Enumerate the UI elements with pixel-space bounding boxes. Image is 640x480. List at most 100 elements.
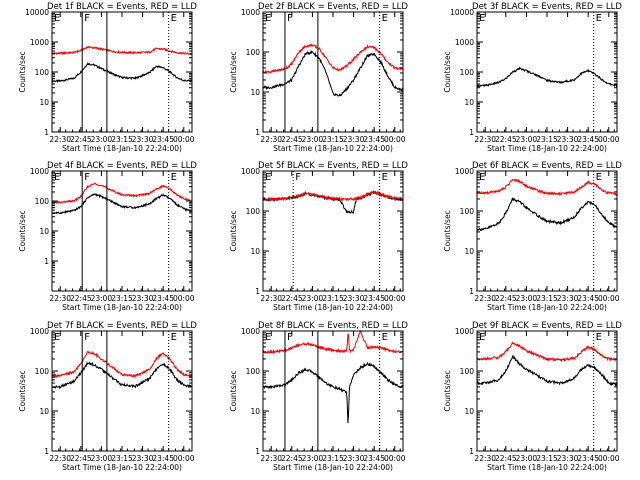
y-tick-label: 1000 — [455, 38, 474, 47]
y-tick-label: 1 — [469, 447, 474, 456]
panel-title: Det 3f BLACK = Events, RED = LLD — [472, 2, 622, 12]
x-tick-label: 22:45 — [281, 294, 303, 303]
x-tick-label: 23:30 — [343, 454, 365, 463]
marker-label-e: E — [382, 172, 388, 183]
panel-title: Det 1f BLACK = Events, RED = LLD — [47, 2, 197, 12]
panel-title: Det 2f BLACK = Events, RED = LLD — [258, 2, 408, 12]
x-tick-label: 00:00 — [384, 135, 406, 144]
marker-label-e: E — [596, 172, 602, 183]
x-tick-label: 23:15 — [111, 135, 133, 144]
marker-label-f: F — [295, 172, 301, 183]
marker-label-e: E — [479, 332, 485, 343]
y-tick-label: 100 — [246, 48, 261, 57]
marker-label-e: E — [54, 172, 60, 183]
x-axis-label: Start Time (18-Jan-10 22:24:00) — [487, 144, 607, 153]
panel-title: Det 6f BLACK = Events, RED = LLD — [472, 161, 622, 171]
series-line-events — [51, 61, 193, 84]
x-tick-label: 22:45 — [281, 135, 303, 144]
marker-label-e: E — [479, 13, 485, 24]
series-line-lld — [262, 43, 404, 75]
x-tick-label: 23:00 — [516, 135, 538, 144]
y-tick-label: 10 — [464, 407, 474, 416]
x-tick-label: 22:30 — [260, 135, 282, 144]
plot-frame — [476, 11, 618, 133]
x-axis-label: Start Time (18-Jan-10 22:24:00) — [273, 463, 393, 472]
x-tick-label: 22:45 — [495, 454, 517, 463]
marker-label-e: E — [596, 13, 602, 24]
marker-label-f: F — [84, 332, 90, 343]
y-axis-label: Counts/sec — [229, 210, 238, 251]
x-tick-label: 00:00 — [384, 454, 406, 463]
y-axis-label: Counts/sec — [18, 51, 27, 92]
marker-label-e: E — [171, 13, 177, 24]
y-tick-label: 1000 — [241, 167, 260, 176]
series-line-lld — [262, 189, 404, 202]
y-tick-label: 100 — [35, 197, 50, 206]
marker-label-e: E — [171, 172, 177, 183]
y-tick-label: 1000 — [455, 167, 474, 176]
x-tick-label: 23:30 — [132, 454, 154, 463]
plot-frame — [262, 170, 404, 292]
y-tick-label: 10 — [39, 227, 49, 236]
x-tick-label: 00:00 — [173, 454, 195, 463]
x-axis-label: Start Time (18-Jan-10 22:24:00) — [487, 303, 607, 312]
x-tick-label: 23:00 — [516, 454, 538, 463]
plot-frame — [476, 330, 618, 452]
x-tick-label: 22:30 — [260, 294, 282, 303]
panel-title: Det 8f BLACK = Events, RED = LLD — [258, 321, 408, 331]
x-tick-label: 23:45 — [577, 135, 599, 144]
y-tick-label: 1 — [255, 128, 260, 137]
marker-label-e: E — [265, 172, 271, 183]
y-axis-label: Counts/sec — [443, 210, 452, 251]
series-line-events — [476, 354, 618, 387]
y-tick-label: 1 — [44, 447, 49, 456]
x-tick-label: 23:15 — [536, 135, 558, 144]
x-tick-label: 22:30 — [49, 135, 71, 144]
marker-label-e: E — [265, 13, 271, 24]
marker-label-f: F — [287, 332, 293, 343]
y-tick-label: 100 — [246, 367, 261, 376]
marker-label-e: E — [54, 13, 60, 24]
x-tick-label: 23:45 — [152, 454, 174, 463]
y-tick-label: 10 — [250, 88, 260, 97]
y-tick-label: 10000 — [25, 8, 49, 17]
y-tick-label: 100 — [460, 207, 475, 216]
x-tick-label: 23:45 — [577, 294, 599, 303]
x-axis-label: Start Time (18-Jan-10 22:24:00) — [62, 303, 182, 312]
series-line-events — [262, 361, 404, 424]
y-tick-label: 100 — [460, 68, 475, 77]
series-line-lld — [476, 178, 618, 197]
x-tick-label: 23:00 — [302, 454, 324, 463]
x-tick-label: 23:15 — [536, 454, 558, 463]
x-tick-label: 22:45 — [281, 454, 303, 463]
x-tick-label: 00:00 — [598, 294, 620, 303]
series-line-events — [51, 192, 193, 215]
y-tick-label: 1 — [469, 287, 474, 296]
y-tick-label: 100 — [35, 367, 50, 376]
x-tick-label: 00:00 — [598, 135, 620, 144]
plot-frame — [51, 330, 193, 452]
x-tick-label: 23:15 — [322, 135, 344, 144]
x-tick-label: 22:30 — [49, 294, 71, 303]
marker-label-e: E — [265, 332, 271, 343]
x-tick-label: 22:30 — [49, 454, 71, 463]
marker-label-e: E — [382, 332, 388, 343]
x-tick-label: 23:00 — [91, 294, 113, 303]
y-tick-label: 10 — [464, 98, 474, 107]
x-tick-label: 22:45 — [70, 294, 92, 303]
y-tick-label: 1 — [44, 257, 49, 266]
x-tick-label: 22:30 — [474, 294, 496, 303]
x-tick-label: 22:45 — [495, 294, 517, 303]
marker-label-e: E — [479, 172, 485, 183]
series-line-lld — [476, 341, 618, 363]
y-tick-label: 1000 — [30, 327, 49, 336]
y-tick-label: 100 — [460, 367, 475, 376]
y-tick-label: 1000 — [455, 327, 474, 336]
y-tick-label: 1 — [44, 128, 49, 137]
y-axis-label: Counts/sec — [18, 210, 27, 251]
x-tick-label: 23:15 — [111, 454, 133, 463]
